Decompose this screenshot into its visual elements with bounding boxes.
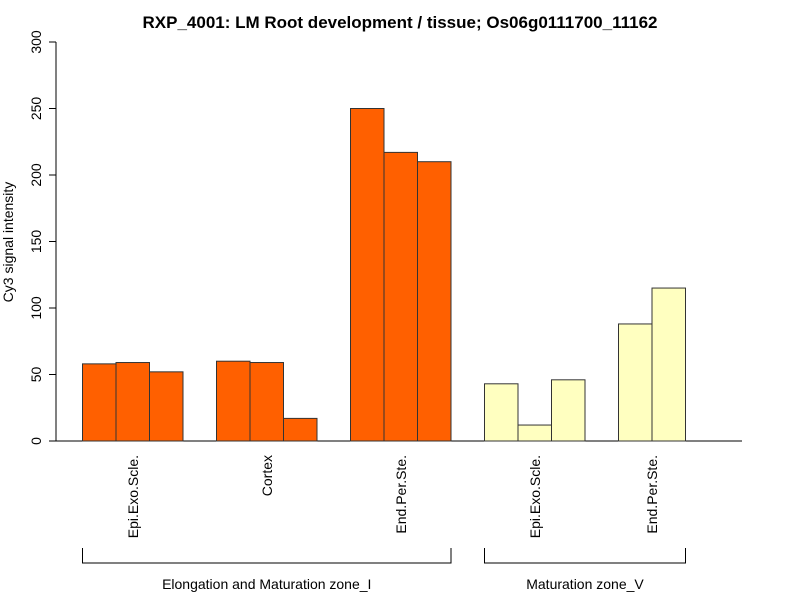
category-label: End.Per.Ste. — [644, 455, 660, 534]
category-label: Epi.Exo.Scle. — [527, 455, 543, 538]
category-label: Epi.Exo.Scle. — [125, 455, 141, 538]
y-tick-label: 50 — [28, 367, 44, 383]
bar — [551, 379, 586, 442]
chart-title: RXP_4001: LM Root development / tissue; … — [143, 13, 658, 32]
y-tick-label: 150 — [28, 230, 44, 254]
bar — [484, 383, 519, 442]
category-label: End.Per.Ste. — [393, 455, 409, 534]
y-ticks: 0 50 100 150 200 250 300 — [28, 30, 56, 445]
y-tick-label: 200 — [28, 163, 44, 187]
bar — [350, 108, 385, 442]
y-axis-label: Cy3 signal intensity — [0, 182, 16, 303]
bars — [82, 108, 686, 442]
category-label: Cortex — [259, 455, 275, 496]
bar — [417, 161, 452, 442]
bar — [249, 362, 284, 442]
bar — [651, 287, 686, 442]
bar — [517, 424, 552, 442]
y-tick-label: 100 — [28, 296, 44, 320]
bar — [283, 417, 318, 442]
bar — [82, 363, 117, 442]
group-label: Elongation and Maturation zone_I — [162, 576, 371, 592]
group-brackets: Elongation and Maturation zone_I Maturati… — [82, 548, 686, 592]
y-tick-label: 250 — [28, 97, 44, 121]
category-labels: Epi.Exo.Scle. Cortex End.Per.Ste. Epi.Exo.S… — [125, 455, 660, 538]
bar — [149, 371, 184, 442]
bar — [216, 360, 251, 442]
group-label: Maturation zone_V — [526, 576, 644, 592]
group-bracket — [484, 548, 686, 564]
bar — [383, 151, 418, 442]
bar — [618, 323, 653, 442]
y-tick-label: 0 — [28, 437, 44, 445]
group-bracket — [82, 548, 452, 564]
y-tick-label: 300 — [28, 30, 44, 54]
bar — [115, 362, 150, 442]
